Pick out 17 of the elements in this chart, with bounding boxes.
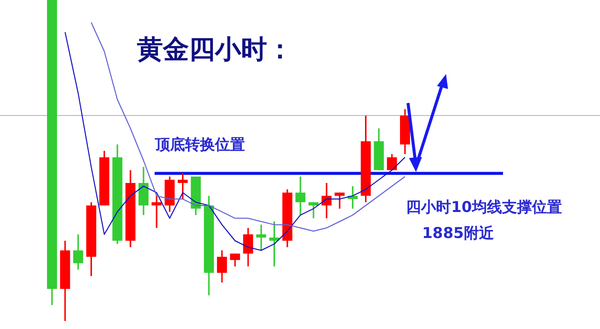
candlestick	[269, 220, 280, 268]
text: 1885附近	[422, 224, 495, 242]
candlestick	[138, 166, 149, 216]
candlestick	[230, 252, 240, 268]
candlestick	[152, 195, 162, 229]
annotation: 四小时10均线支撑位置	[406, 198, 562, 216]
ref-line-label: 顶底转换位置	[154, 135, 245, 154]
text: 黄金四小时：	[136, 35, 293, 65]
candlestick	[334, 192, 345, 210]
candlestick	[73, 234, 84, 270]
candlestick	[295, 176, 306, 216]
candlestick	[216, 250, 227, 284]
candlestick	[178, 172, 188, 200]
candlestick	[243, 227, 254, 268]
candlestick	[386, 153, 397, 171]
candlestick	[308, 201, 318, 220]
candlestick	[256, 224, 266, 252]
